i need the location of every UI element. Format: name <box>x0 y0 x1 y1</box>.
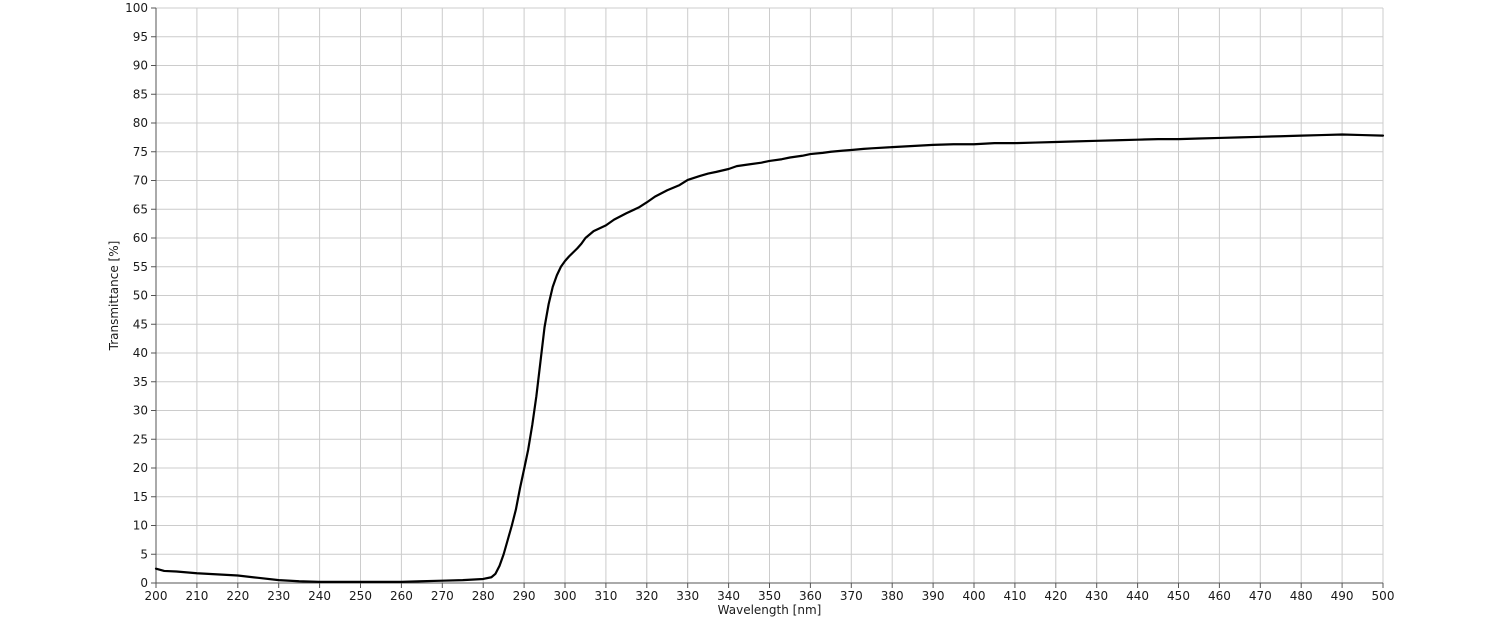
y-tick-label: 40 <box>133 346 148 360</box>
y-tick-label: 20 <box>133 461 148 475</box>
x-tick-label: 210 <box>185 589 208 603</box>
x-tick-label: 380 <box>881 589 904 603</box>
y-tick-label: 25 <box>133 432 148 446</box>
x-tick-label: 220 <box>226 589 249 603</box>
y-tick-label: 100 <box>125 1 148 15</box>
x-tick-label: 370 <box>840 589 863 603</box>
x-tick-label: 470 <box>1249 589 1272 603</box>
x-tick-label: 310 <box>594 589 617 603</box>
x-tick-label: 460 <box>1208 589 1231 603</box>
x-tick-label: 300 <box>554 589 577 603</box>
y-tick-label: 55 <box>133 260 148 274</box>
y-tick-label: 50 <box>133 289 148 303</box>
x-tick-label: 200 <box>145 589 168 603</box>
y-tick-label: 5 <box>140 547 148 561</box>
y-tick-label: 95 <box>133 30 148 44</box>
axis-layer <box>151 7 1384 588</box>
x-tick-label: 360 <box>799 589 822 603</box>
x-tick-label: 420 <box>1044 589 1067 603</box>
y-tick-label: 15 <box>133 490 148 504</box>
x-tick-label: 500 <box>1372 589 1395 603</box>
x-tick-label: 250 <box>349 589 372 603</box>
x-tick-label: 350 <box>758 589 781 603</box>
y-axis-title: Transmittance [%] <box>107 241 121 352</box>
y-tick-label: 90 <box>133 59 148 73</box>
y-tick-label: 60 <box>133 231 148 245</box>
x-tick-label: 330 <box>676 589 699 603</box>
x-tick-label: 240 <box>308 589 331 603</box>
x-tick-label: 390 <box>922 589 945 603</box>
y-tick-label: 0 <box>140 576 148 590</box>
grid-layer <box>156 7 1384 583</box>
y-tick-label: 35 <box>133 375 148 389</box>
x-tick-label: 480 <box>1290 589 1313 603</box>
transmittance-series-line <box>154 133 1385 583</box>
y-tick-label: 70 <box>133 174 148 188</box>
x-tick-label: 270 <box>431 589 454 603</box>
tick-label-layer: 200 210 220 230 240 250 260 270 280 290 300 310 320 3… <box>125 1 1394 603</box>
x-tick-label: 230 <box>267 589 290 603</box>
y-tick-label: 45 <box>133 317 148 331</box>
x-tick-label: 410 <box>1003 589 1026 603</box>
x-tick-label: 450 <box>1167 589 1190 603</box>
y-tick-label: 30 <box>133 404 148 418</box>
x-tick-label: 280 <box>472 589 495 603</box>
x-tick-label: 490 <box>1331 589 1354 603</box>
y-tick-label: 75 <box>133 145 148 159</box>
x-axis-title: Wavelength [nm] <box>718 603 822 617</box>
x-tick-label: 340 <box>717 589 740 603</box>
x-tick-label: 320 <box>635 589 658 603</box>
y-tick-label: 65 <box>133 202 148 216</box>
y-tick-label: 85 <box>133 87 148 101</box>
x-tick-label: 440 <box>1126 589 1149 603</box>
series-layer <box>154 133 1385 583</box>
x-tick-label: 260 <box>390 589 413 603</box>
y-tick-label: 80 <box>133 116 148 130</box>
x-tick-label: 290 <box>513 589 536 603</box>
x-tick-label: 400 <box>963 589 986 603</box>
y-tick-label: 10 <box>133 519 148 533</box>
x-tick-label: 430 <box>1085 589 1108 603</box>
